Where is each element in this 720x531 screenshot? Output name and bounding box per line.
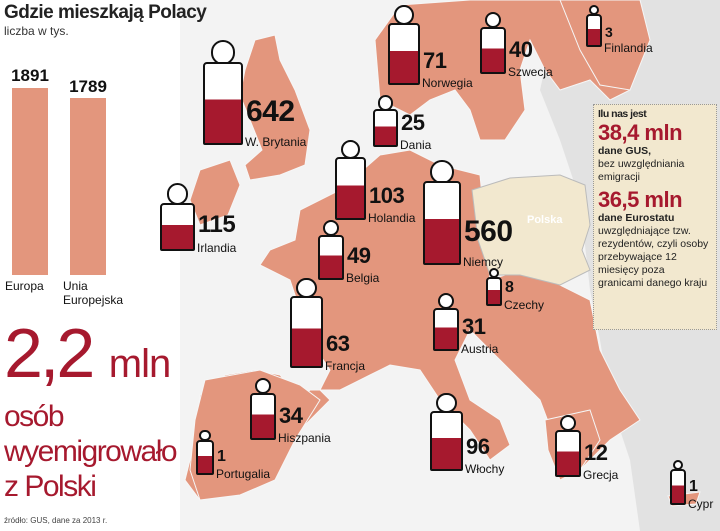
country-value: 71	[423, 47, 447, 73]
person-head-icon	[210, 40, 236, 65]
country-name: Szwecja	[508, 64, 553, 79]
person-body-icon	[290, 296, 323, 368]
poland-label: Polska	[527, 214, 563, 226]
person-body-icon	[433, 307, 459, 351]
bar-europa	[12, 88, 48, 275]
person-body-icon	[318, 234, 344, 280]
eurostat-source: dane Eurostatu	[598, 212, 675, 224]
person-body-icon	[388, 22, 420, 85]
person-head-icon	[436, 393, 457, 414]
summary-value: 2,2 mln	[4, 318, 171, 388]
bar-value-europa: 1891	[11, 66, 49, 85]
country-value: 63	[326, 330, 350, 356]
country-name: Cypr	[688, 497, 714, 512]
country-name: Austria	[461, 341, 499, 356]
country-name: Holandia	[368, 210, 416, 225]
person-body-icon	[160, 202, 195, 251]
person-head-icon	[394, 5, 414, 25]
country-name: Portugalia	[216, 467, 271, 482]
country-name: Norwegia	[422, 75, 473, 90]
country-name: Francja	[325, 358, 366, 373]
person-body-icon	[373, 108, 398, 147]
bar-value-ue: 1789	[69, 77, 107, 96]
person-body-icon	[430, 411, 463, 471]
country-value: 103	[369, 182, 405, 208]
page-title: Gdzie mieszkają Polacy	[4, 2, 207, 23]
person-head-icon	[484, 12, 502, 29]
country-name: Czechy	[504, 298, 545, 313]
gus-value: 38,4 mln	[598, 120, 683, 145]
country-value: 12	[584, 439, 608, 465]
person-body-icon	[250, 392, 276, 440]
country-value: 49	[347, 242, 371, 268]
country-name: Włochy	[465, 461, 505, 476]
country-value: 96	[466, 433, 490, 459]
poland	[471, 174, 591, 286]
person-head-icon	[430, 160, 454, 184]
gus-note: bez uwzględniania emigracji	[598, 158, 685, 183]
ireland	[189, 159, 241, 226]
summary-number: 2,2	[4, 314, 95, 392]
person-head-icon	[559, 415, 577, 432]
country-value: 115	[198, 210, 236, 238]
gus-source: dane GUS,	[598, 145, 652, 157]
person-body-icon	[670, 468, 686, 505]
country-name: Irlandia	[197, 240, 237, 255]
summary-line2: wyemigrowało	[4, 435, 178, 468]
info-heading: Ilu nas jest	[598, 108, 647, 120]
bar-unia-europejska	[70, 98, 106, 275]
summary-line1: osób	[4, 400, 65, 433]
person-body-icon	[335, 157, 366, 220]
country-name: Dania	[400, 137, 432, 152]
country-name: Niemcy	[463, 255, 504, 269]
person-body-icon	[480, 26, 506, 74]
country-value: 34	[279, 402, 303, 428]
person-body-icon	[586, 13, 602, 47]
page-subtitle: liczba w tys.	[4, 24, 69, 38]
person-head-icon	[254, 378, 272, 395]
person-body-icon	[196, 440, 214, 475]
eurostat-note: uwzględniające tzw. rezydentów, czyli os…	[598, 225, 709, 289]
finland	[559, 0, 651, 91]
bar-label-ue: Unia Europejska	[63, 279, 124, 307]
person-body-icon	[203, 62, 243, 145]
person-head-icon	[166, 183, 189, 205]
source-note: źródło: GUS, dane za 2013 r.	[4, 516, 108, 525]
eurostat-value: 36,5 mln	[598, 187, 683, 212]
country-value: 40	[509, 36, 533, 62]
person-head-icon	[322, 220, 340, 237]
person-body-icon	[555, 429, 581, 477]
person-head-icon	[489, 268, 499, 278]
person-body-icon	[486, 276, 502, 306]
country-name: Finlandia	[604, 40, 653, 55]
person-body-icon	[423, 181, 461, 265]
country-name: Grecja	[583, 467, 619, 482]
summary-unit: mln	[108, 342, 171, 386]
country-value: 1	[689, 478, 698, 496]
country-value: 31	[462, 313, 486, 339]
summary-line3: z Polski	[4, 470, 97, 503]
country-value: 560	[464, 215, 513, 248]
country-value: 3	[605, 23, 613, 40]
bar-label-europa: Europa	[5, 279, 44, 293]
country-name: Belgia	[346, 270, 380, 285]
person-head-icon	[589, 5, 599, 15]
info-box: Ilu nas jest 38,4 mln dane GUS, bez uwzg…	[593, 104, 717, 330]
person-head-icon	[296, 278, 317, 299]
person-head-icon	[673, 460, 683, 470]
country-value: 25	[401, 109, 425, 135]
country-value: 1	[217, 448, 226, 466]
person-head-icon	[437, 293, 455, 310]
country-name: W. Brytania	[245, 135, 307, 149]
country-name: Hiszpania	[278, 430, 331, 445]
country-value: 642	[246, 95, 295, 128]
country-value: 8	[505, 279, 514, 297]
